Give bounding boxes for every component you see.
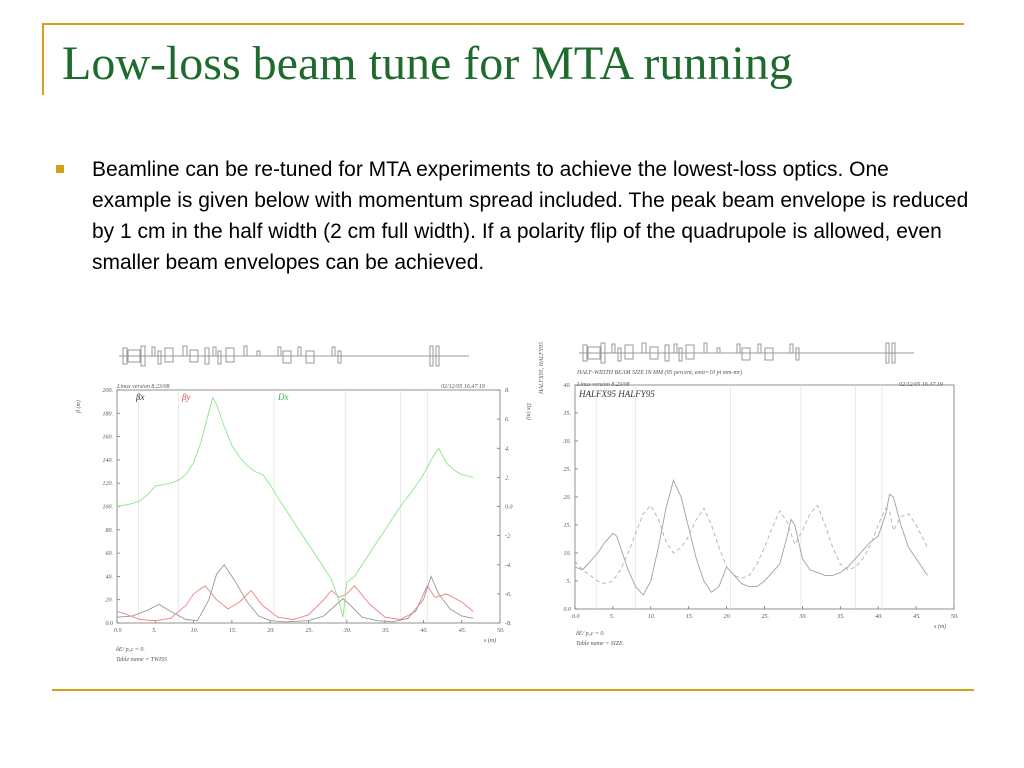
- twiss-header-left: Linux version 8.23/08: [116, 384, 170, 390]
- size-x-tick-label: 5.: [610, 614, 615, 620]
- size-chart-panel: HALF-WIDTH BEAM SIZE IN MM (95 percent, …: [534, 338, 964, 656]
- size-x-tick-label: 10.: [648, 614, 656, 620]
- twiss-x-tick-label: 50.: [497, 628, 505, 634]
- bullet-text: Beamline can be re-tuned for MTA experim…: [92, 158, 969, 274]
- size-y-tick-label: 35.: [563, 411, 572, 417]
- twiss-y-axis-label: β (m): [75, 400, 82, 414]
- twiss-x-tick-label: 15.: [229, 628, 237, 634]
- twiss-footer-energy: δE/ p₀c = 0.: [116, 647, 145, 653]
- twiss-x-tick-label: 30.: [343, 628, 352, 634]
- size-x-tick-label: 40.: [875, 613, 883, 620]
- size-y-tick-label: 25.: [564, 467, 572, 473]
- twiss-x-tick-label: 35.: [381, 628, 390, 634]
- twiss-x-tick-label: 25.: [306, 628, 314, 634]
- size-y-tick-label: 0.0: [564, 607, 572, 613]
- bullet-square-icon: [56, 165, 64, 173]
- twiss-plot-frame: [116, 389, 501, 624]
- size-series-halfy95: [574, 504, 928, 585]
- size-header-top: HALF-WIDTH BEAM SIZE IN MM (95 percent, …: [576, 369, 742, 376]
- twiss-x-tick-label: 20.: [267, 628, 275, 634]
- twiss-chart-panel: Linux version 8.23/08 02/12/05 16.47.19 …: [66, 338, 536, 668]
- size-x-tick-label: 0.0: [572, 614, 580, 620]
- size-footer-table: Table name = SIZE: [576, 641, 623, 647]
- twiss-y-tick-label: 80.: [106, 528, 114, 534]
- frame-left-line: [42, 23, 44, 95]
- twiss-y-tick-label: 20.: [106, 598, 114, 604]
- twiss-y-tick-label: 160.: [103, 435, 114, 441]
- twiss-series--y: [116, 584, 474, 622]
- size-x-tick-label: 45.: [913, 613, 921, 620]
- twiss-series-dx: [116, 396, 474, 618]
- twiss-x-tick-label: 45.: [459, 627, 467, 634]
- size-x-tick-label: 35.: [836, 614, 845, 620]
- twiss-y2-tick-label: -4.: [505, 562, 512, 569]
- frame-bottom-line: [52, 689, 974, 691]
- size-x-tick-label: 50.: [951, 614, 959, 620]
- twiss-y-tick-label: 120.: [103, 481, 114, 487]
- size-x-tick-label: 20.: [724, 614, 732, 620]
- frame-top-line: [42, 23, 964, 25]
- slide-title: Low-loss beam tune for MTA running: [62, 37, 793, 90]
- twiss-legend--y: βy: [181, 392, 190, 402]
- size-plot-frame: [574, 384, 955, 610]
- twiss-y2-tick-label: 2.: [505, 475, 510, 481]
- twiss-y-tick-label: 100.: [103, 505, 114, 511]
- twiss-y2-tick-label: 4.: [505, 445, 510, 452]
- size-y-tick-label: 20.: [564, 495, 572, 501]
- size-lattice-sketch: [579, 342, 914, 364]
- twiss-legend-dx: Dx: [277, 392, 289, 402]
- twiss-x-tick-label: 0.0: [114, 628, 122, 634]
- twiss-footer-table: Table name = TWISS: [116, 657, 167, 663]
- size-chart: HALF-WIDTH BEAM SIZE IN MM (95 percent, …: [539, 342, 959, 647]
- twiss-y-tick-label: 140.: [103, 457, 114, 464]
- twiss-y2-tick-label: 0.0: [505, 505, 513, 511]
- twiss-chart: Linux version 8.23/08 02/12/05 16.47.19 …: [75, 345, 532, 663]
- size-y-tick-label: 10.: [564, 551, 572, 557]
- size-header-right: 02/12/05 16.47.19: [899, 381, 943, 388]
- twiss-y2-tick-label: -2.: [505, 534, 512, 540]
- size-x-tick-label: 15.: [686, 614, 694, 620]
- twiss-y2-tick-label: 8.: [505, 388, 510, 394]
- twiss-x-tick-label: 10.: [191, 628, 199, 634]
- twiss-y-tick-label: 0.0: [106, 621, 114, 627]
- size-legend: HALFX95 HALFY95: [578, 389, 655, 399]
- twiss-x-tick-label: 5.: [152, 628, 157, 634]
- size-x-tick-label: 30.: [798, 614, 807, 620]
- size-y-tick-label: 30.: [563, 439, 572, 445]
- twiss-x-axis-label: s (m): [484, 637, 496, 644]
- size-y-tick-label: 40.: [564, 382, 572, 389]
- twiss-y2-axis-label: Dx (m): [525, 402, 532, 420]
- twiss-header-right: 02/12/05 16.47.19: [441, 383, 485, 390]
- twiss-y-tick-label: 200.: [103, 388, 114, 394]
- size-series-halfx95: [574, 478, 928, 596]
- twiss-legend--x: βx: [135, 392, 144, 402]
- twiss-y-tick-label: 180.: [103, 411, 114, 417]
- twiss-y-tick-label: 60.: [106, 551, 114, 557]
- size-x-axis-label: s (m): [934, 623, 946, 630]
- size-x-tick-label: 25.: [762, 614, 770, 620]
- size-y-axis-label: HALFX95, HALFY95: [539, 342, 545, 395]
- twiss-lattice-sketch: [119, 345, 469, 367]
- twiss-y2-tick-label: -8.: [505, 621, 512, 627]
- twiss-series--x: [116, 564, 474, 623]
- twiss-y-tick-label: 40.: [106, 573, 114, 580]
- twiss-x-tick-label: 40.: [420, 627, 428, 634]
- size-footer-energy: δE/ p₀c = 0.: [576, 631, 605, 637]
- twiss-y2-tick-label: 6.: [505, 417, 510, 423]
- size-y-tick-label: 15.: [564, 523, 572, 529]
- twiss-y2-tick-label: -6.: [505, 592, 512, 598]
- size-y-tick-label: 5.: [567, 579, 572, 585]
